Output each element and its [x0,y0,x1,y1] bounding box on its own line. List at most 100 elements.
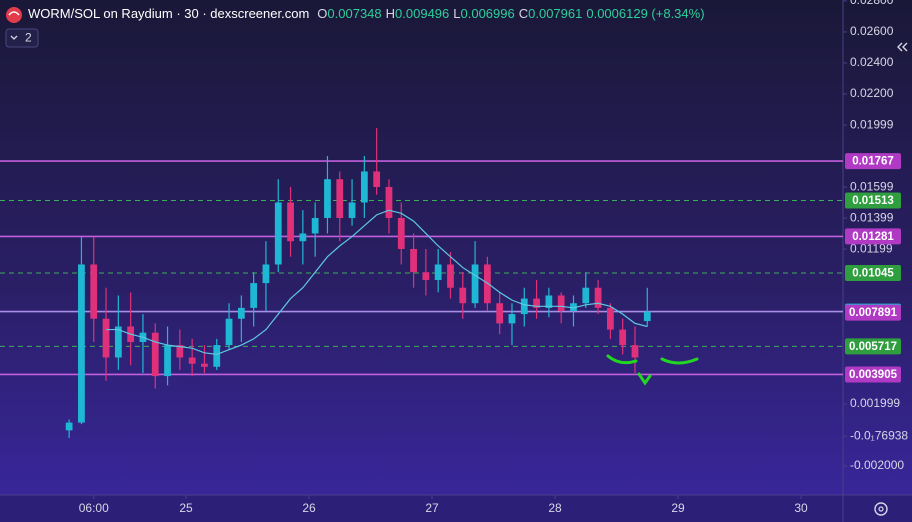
x-tick-label: 30 [794,501,808,515]
candle-body [631,345,639,358]
candle-body [508,314,516,324]
candle-body [201,363,208,367]
level-badge [845,265,901,282]
gear-center [878,506,884,512]
header-line: WORM/SOL on Raydium · 30 · dexscreener.c… [28,6,705,21]
candle-body [225,318,233,346]
y-tick-label: 0.02800 [850,0,894,7]
candle-body [90,264,98,319]
candle-body [570,303,577,311]
logo [6,7,22,23]
candle-body [582,287,590,304]
level-badge [845,153,901,170]
collapse-button[interactable] [897,42,908,52]
candle-body [262,264,270,284]
chevron-icon [10,35,18,40]
level-label: 0.007891 [849,307,898,319]
candle-body [299,233,307,242]
indicator-toggle[interactable] [5,28,39,48]
y-tick-label: 0.02200 [850,86,894,100]
x-tick-label: 26 [302,501,316,515]
candle-body [360,171,368,203]
candle-body [594,287,602,308]
candle-body [348,202,356,218]
candle-body [607,307,614,330]
drawn-curve [660,357,699,365]
y-tick-label: 0.02400 [850,55,894,69]
y-tick-label: 0.01199 [850,241,893,255]
y-tick-label: -0.0₁76938 [850,428,908,442]
low-label: L [453,6,460,21]
candle-body [434,264,442,280]
candle-body [176,345,184,358]
candle-body [188,357,196,364]
header: WORM/SOL on Raydium · 30 · dexscreener.c… [5,6,705,48]
logo-mark [8,11,20,16]
candle-body [483,264,491,304]
candle-body [336,179,344,218]
title: WORM/SOL on Raydium · 30 · dexscreener.c… [28,6,309,21]
y-tick-label: 0.02600 [850,24,894,38]
open-label: O [317,6,327,21]
x-tick-label: 25 [179,501,193,515]
candle-body [533,298,540,308]
y-tick-label: 0.01599 [850,179,894,193]
candle-body [373,171,381,187]
candle-body [520,298,528,315]
candle-body [274,202,282,265]
y-tick-label: 0.01999 [850,117,894,131]
level-badge [845,192,901,209]
candle-body [459,287,467,304]
candle-body [287,202,294,242]
candle-body [397,217,405,249]
level-label: 0.01281 [852,231,894,243]
level-badge [845,228,901,245]
close-value: 0.007961 [528,6,582,21]
level-label: 0.005717 [849,341,897,353]
drawn-check [637,372,652,386]
candle-body [324,179,331,218]
candle-body [114,326,122,358]
x-tick-label: 29 [671,501,685,515]
y-tick-label: -0.002000 [850,458,904,472]
level-label: 0.01513 [852,195,894,207]
change: 0.0006129 (+8.34%) [586,6,704,21]
gear-icon [874,502,888,516]
candle-body [496,303,504,324]
candle-body [447,264,454,288]
candle-body [619,329,627,346]
x-tick-label: 06:00 [79,501,109,515]
settings-button[interactable] [874,502,888,516]
drawn-curve [606,354,638,365]
candle-body [410,248,417,273]
indicator-count: 2 [25,31,32,45]
candle-body [237,307,245,319]
time-axis-strip [0,495,912,522]
level-badge [845,338,901,355]
candle-body [471,264,479,304]
y-tick-label: 0.001999 [850,396,900,410]
close-label: C [519,6,528,21]
candle-body [102,318,110,358]
candle-body [65,422,73,431]
level-label: 0.01045 [852,268,894,280]
level-badge [845,304,901,321]
open-value: 0.007348 [327,6,381,21]
candle-body [250,283,258,308]
low-value: 0.006996 [461,6,515,21]
y-tick-label: 0.01399 [850,210,894,224]
annotations [606,354,699,386]
level-badge [845,366,901,383]
candle-body [385,186,393,218]
candle-body [213,345,221,367]
high-value: 0.009496 [395,6,449,21]
candle-body [545,295,553,308]
high-label: H [386,6,395,21]
moving-average [106,209,648,356]
x-tick-label: 28 [548,501,562,515]
candle-body [164,345,171,377]
candle-body [557,295,565,311]
candle-body [311,217,319,234]
